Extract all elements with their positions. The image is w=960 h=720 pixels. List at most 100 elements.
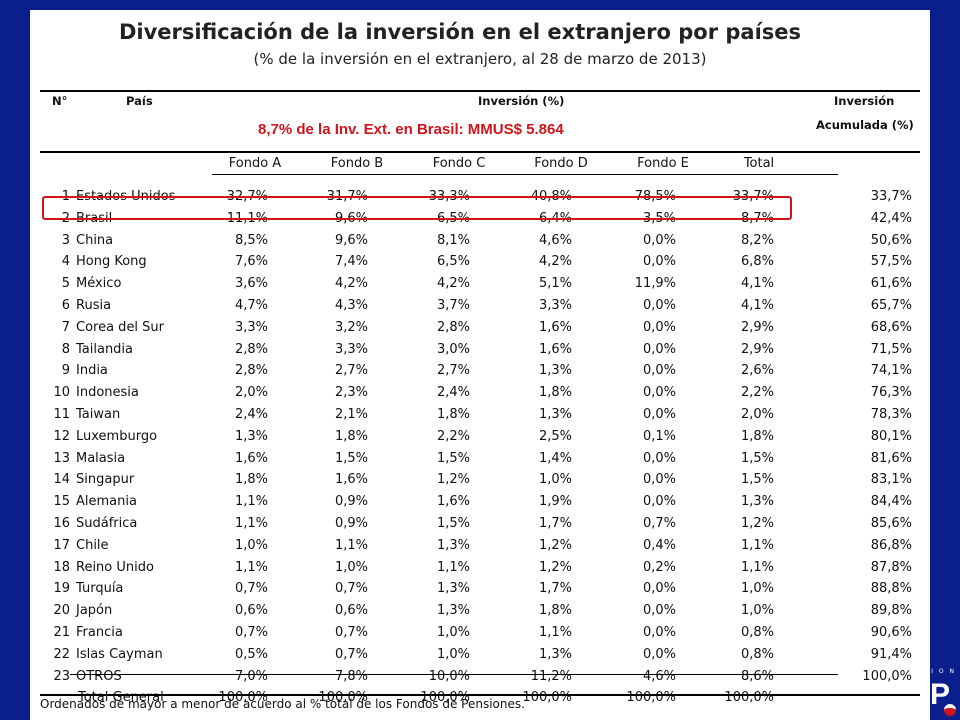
- cell-cumulative: 87,8%: [870, 559, 912, 575]
- table-row: 11 Taiwan 2,4% 2,1% 1,8% 1,3% 0,0% 2,0% 78,3%: [30, 404, 930, 426]
- cell-fondo-d: 4,2%: [538, 254, 572, 270]
- cell-fondo-d: 1,9%: [538, 494, 572, 510]
- table-row: 18 Reino Unido 1,1% 1,0% 1,1% 1,2% 0,2% 1,1% 87,…: [30, 557, 930, 579]
- col-header-fondo-b: Fondo B: [330, 156, 384, 171]
- cell-fondo-c: 1,3%: [436, 537, 470, 553]
- cell-fondo-b: 0,9%: [334, 516, 368, 531]
- cell-cumulative: 42,4%: [870, 210, 912, 226]
- country-name: Islas Cayman: [76, 646, 163, 662]
- cell-fondo-e: 0,0%: [642, 341, 676, 357]
- cell-fondo-c: 2,8%: [436, 319, 470, 335]
- cell-fondo-c: 1,3%: [436, 603, 470, 619]
- bottom-rule: [40, 694, 920, 696]
- cell-fondo-e: 0,0%: [642, 363, 676, 379]
- country-name: México: [76, 276, 122, 292]
- top-rule: [40, 90, 920, 92]
- table-row: 7 Corea del Sur 3,3% 3,2% 2,8% 1,6% 0,0% 2,9% 68…: [30, 317, 930, 339]
- cell-fondo-e: 0,2%: [642, 559, 676, 575]
- cell-fondo-a: 8,5%: [234, 232, 268, 248]
- row-number: 14: [53, 472, 70, 488]
- cell-fondo-d: 5,1%: [538, 276, 572, 292]
- total-rule: [70, 674, 838, 675]
- cell-cumulative: 80,1%: [870, 428, 912, 444]
- cell-fondo-b: 4,2%: [334, 276, 368, 292]
- col-header-fondo-d: Fondo D: [534, 156, 588, 171]
- header-cumulative-1: Inversión: [834, 94, 895, 108]
- cell-fondo-b: 1,5%: [334, 450, 368, 466]
- row-number: 20: [53, 603, 70, 619]
- country-name: Singapur: [76, 472, 135, 488]
- cell-fondo-c: 2,2%: [436, 428, 470, 444]
- cell-cumulative: 100,0%: [862, 668, 912, 684]
- row-number: 6: [61, 298, 70, 313]
- table-row: 16 Sudáfrica 1,1% 0,9% 1,5% 1,7% 0,7% 1,2% 85,6%: [30, 513, 930, 535]
- row-number: 4: [61, 254, 70, 270]
- cell-total: 4,1%: [740, 276, 774, 292]
- flag-icon: [944, 704, 956, 716]
- row-number: 22: [53, 646, 70, 662]
- fund-header-rule: [212, 174, 838, 175]
- brasil-note: 8,7% de la Inv. Ext. en Brasil: MMUS$ 5.…: [258, 121, 564, 138]
- cell-fondo-b: 3,2%: [334, 319, 368, 335]
- cell-fondo-d: 1,3%: [538, 363, 572, 379]
- cell-fondo-a: 7,6%: [234, 254, 268, 270]
- logo-letter: P: [929, 678, 950, 711]
- cell-fondo-a: 2,8%: [234, 341, 268, 357]
- cell-fondo-d: 1,2%: [538, 559, 572, 575]
- cell-fondo-b: 9,6%: [334, 232, 368, 248]
- cell-total: 1,5%: [740, 450, 774, 466]
- country-name: Taiwan: [76, 407, 121, 422]
- cell-fondo-d: 1,2%: [538, 537, 572, 553]
- country-name: India: [76, 363, 108, 379]
- table-row: 5 México 3,6% 4,2% 4,2% 5,1% 11,9% 4,1% 61,6%: [30, 273, 930, 295]
- cell-fondo-e: 0,0%: [642, 646, 676, 662]
- cell-cumulative: 65,7%: [870, 298, 912, 313]
- country-name: Rusia: [76, 298, 112, 313]
- cell-cumulative: 68,6%: [870, 319, 912, 335]
- cell-fondo-c: 10,0%: [428, 668, 470, 684]
- country-name: Tailandia: [76, 341, 134, 357]
- country-name: Japón: [76, 603, 113, 619]
- cell-fondo-c: 2,4%: [436, 385, 470, 401]
- cell-total: 1,1%: [740, 559, 774, 575]
- country-name: Corea del Sur: [76, 319, 165, 335]
- logo: I O N P: [926, 668, 960, 720]
- cell-fondo-d: 2,5%: [538, 428, 572, 444]
- cell-fondo-a: 0,7%: [234, 581, 268, 597]
- cell-fondo-e: 0,0%: [642, 254, 676, 270]
- cell-fondo-b: 0,9%: [334, 494, 368, 510]
- cell-fondo-d: 1,0%: [538, 472, 572, 488]
- cell-fondo-b: 1,6%: [334, 472, 368, 488]
- cell-total: 1,0%: [740, 581, 774, 597]
- cell-fondo-c: 4,2%: [436, 276, 470, 292]
- cell-fondo-a: 0,5%: [234, 646, 268, 662]
- cell-total: 1,8%: [740, 428, 774, 444]
- cell-fondo-e: 0,7%: [642, 516, 676, 531]
- row-number: 7: [61, 319, 70, 335]
- cell-fondo-c: 1,6%: [436, 494, 470, 510]
- country-name: Chile: [76, 537, 109, 553]
- cell-fondo-b: 7,8%: [334, 668, 368, 684]
- cell-total: 1,0%: [740, 603, 774, 619]
- cell-fondo-a: 1,8%: [234, 472, 268, 488]
- cell-fondo-b: 2,7%: [334, 363, 368, 379]
- cell-fondo-b: 3,3%: [334, 341, 368, 357]
- cell-fondo-e: 0,0%: [642, 450, 676, 466]
- row-number: 21: [53, 625, 70, 640]
- cell-cumulative: 85,6%: [870, 516, 912, 531]
- table-row: 8 Tailandia 2,8% 3,3% 3,0% 1,6% 0,0% 2,9% 71,5%: [30, 339, 930, 361]
- cell-total: 8,2%: [740, 232, 774, 248]
- cell-fondo-e: 0,0%: [642, 494, 676, 510]
- cell-cumulative: 76,3%: [870, 385, 912, 401]
- cell-fondo-b: 0,7%: [334, 646, 368, 662]
- cell-total: 2,9%: [740, 341, 774, 357]
- cell-fondo-d: 1,6%: [538, 341, 572, 357]
- cell-fondo-c: 1,0%: [436, 646, 470, 662]
- cell-total: 2,0%: [740, 407, 774, 422]
- row-number: 9: [61, 363, 70, 379]
- cell-fondo-b: 2,3%: [334, 385, 368, 401]
- cell-cumulative: 57,5%: [870, 254, 912, 270]
- cell-cumulative: 83,1%: [870, 472, 912, 488]
- cell-cumulative: 81,6%: [870, 450, 912, 466]
- table-row: 12 Luxemburgo 1,3% 1,8% 2,2% 2,5% 0,1% 1,8% 80,1…: [30, 426, 930, 448]
